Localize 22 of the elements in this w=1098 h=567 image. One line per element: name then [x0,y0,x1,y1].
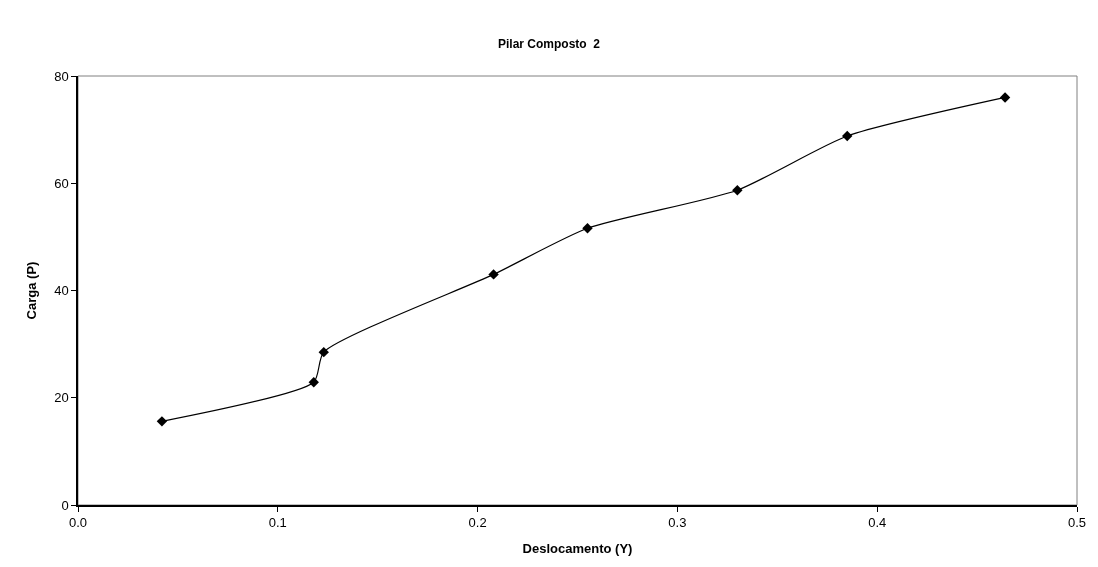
y-tick-label: 80 [54,68,69,84]
point [732,185,743,196]
x-tick-label: 0.0 [68,515,88,531]
point [488,269,499,280]
chart-title: Pilar Composto 2 [497,37,601,52]
x-tick-label: 0.1 [268,515,287,531]
x-tick-label: 0.3 [668,515,687,531]
y-tick-label: 20 [54,390,69,406]
point [318,346,329,358]
y-tick-label: 60 [54,175,69,191]
x-axis-title: Deslocamento (Y) [522,541,633,557]
point [308,377,319,388]
point [582,223,593,234]
y-tick-label: 0 [61,497,69,513]
point [156,416,168,427]
point [842,130,853,142]
x-tick-label: 0.2 [468,515,487,531]
y-tick-label: 40 [54,283,69,299]
y-axis-title: Carga (P) [23,261,39,320]
x-tick-label: 0.5 [1067,515,1087,531]
x-tick-label: 0.4 [868,515,887,531]
point [999,92,1011,103]
